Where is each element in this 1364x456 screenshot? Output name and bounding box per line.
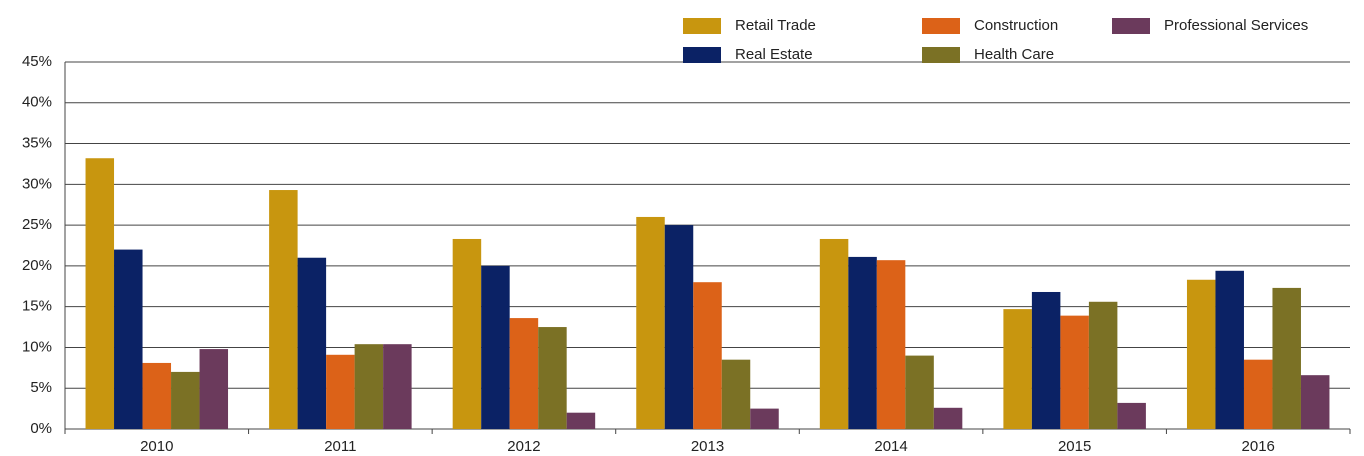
bar [452, 238, 482, 429]
bar [1117, 402, 1146, 429]
bar [1060, 315, 1089, 429]
y-tick-label: 0% [30, 420, 52, 437]
bar [538, 327, 567, 429]
bar [199, 349, 229, 429]
x-tick-label: 2010 [140, 438, 173, 455]
bar [636, 216, 665, 429]
bar [509, 318, 539, 429]
bar [481, 265, 510, 429]
bar [664, 225, 694, 429]
legend-swatch [683, 47, 721, 63]
legend-label: Retail Trade [735, 17, 816, 34]
y-tick-label: 20% [22, 257, 52, 274]
bar [114, 249, 143, 429]
bar [819, 238, 849, 429]
bar [566, 412, 596, 429]
legend-swatch [1112, 18, 1150, 34]
y-tick-label: 25% [22, 216, 52, 233]
bar [1031, 291, 1061, 429]
legend-swatch [683, 18, 721, 34]
legend-label: Health Care [974, 46, 1054, 63]
bar [354, 344, 384, 429]
x-tick-label: 2012 [507, 438, 540, 455]
x-tick-label: 2011 [324, 438, 356, 455]
bar [383, 344, 412, 429]
bar [721, 359, 751, 429]
y-tick-label: 40% [22, 94, 52, 111]
legend-swatch [922, 47, 960, 63]
bar [1243, 359, 1273, 429]
bar [269, 190, 298, 429]
bar [1003, 309, 1032, 429]
bar [142, 362, 172, 429]
bar [1272, 287, 1301, 429]
bar [905, 355, 934, 429]
bar [848, 256, 877, 429]
y-tick-label: 30% [22, 175, 52, 192]
legend-label: Real Estate [735, 46, 813, 63]
bar [1215, 270, 1244, 429]
bar [933, 407, 963, 429]
bar [171, 371, 200, 429]
x-tick-label: 2014 [874, 438, 907, 455]
y-tick-label: 35% [22, 135, 52, 152]
y-tick-label: 5% [30, 379, 52, 396]
x-tick-label: 2013 [691, 438, 724, 455]
y-tick-label: 45% [22, 53, 52, 70]
y-tick-label: 15% [22, 298, 52, 315]
bar [1186, 279, 1216, 429]
legend-label: Construction [974, 17, 1058, 34]
x-tick-label: 2016 [1242, 438, 1275, 455]
x-tick-label: 2015 [1058, 438, 1091, 455]
bar [1088, 301, 1118, 429]
legend-swatch [922, 18, 960, 34]
y-tick-label: 10% [22, 338, 52, 355]
bar [297, 257, 327, 429]
bar [693, 282, 722, 429]
legend-label: Professional Services [1164, 17, 1308, 34]
bar [876, 260, 906, 429]
bar [85, 158, 115, 430]
bar [750, 408, 779, 429]
bar [326, 354, 355, 429]
bar [1300, 375, 1330, 429]
